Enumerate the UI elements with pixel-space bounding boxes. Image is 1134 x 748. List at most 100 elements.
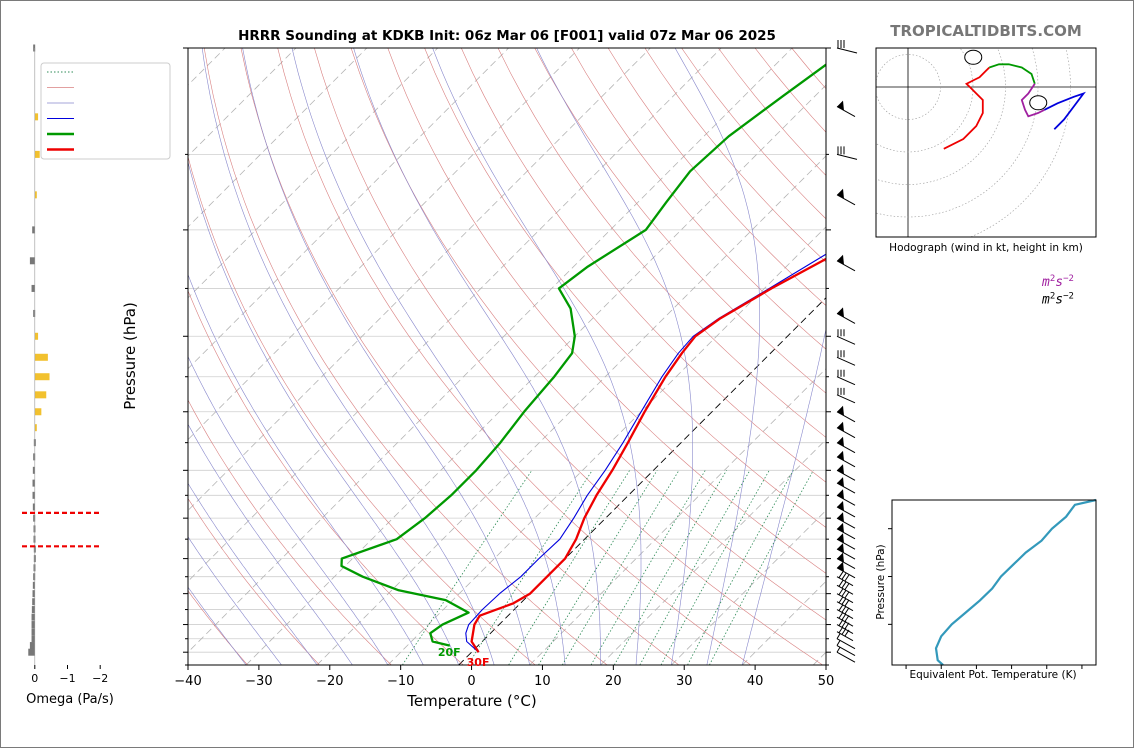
wind-barbs [836,40,858,663]
wind-barb-feather [838,611,844,619]
temperature-tick-label: 40 [747,674,764,689]
omega-bar [32,598,35,606]
isotherm [387,226,826,665]
pseudoadiabat [536,48,694,665]
dry-adiabat [350,48,826,621]
wind-barb-staff [836,616,854,627]
omega-tick-label: −2 [92,672,108,685]
wind-barb-staff [836,47,858,54]
theta-e-frame [891,499,1097,666]
dry-adiabat [188,590,248,665]
wind-barb-staff [836,376,856,386]
wind-barb-staff [836,313,856,324]
hodograph-ring [876,54,941,120]
isotherm [671,509,826,665]
pseudoadiabat [188,160,460,665]
figure-title: HRRR Sounding at KDKB Init: 06z Mar 06 [… [238,28,776,44]
omega-tick-label: −1 [59,672,75,685]
temperature-tick-label: −30 [245,674,272,689]
omega-bar [32,503,35,511]
omega-bar [28,648,35,656]
isotherm [188,48,509,370]
dry-adiabat [188,290,464,665]
pseudoadiabat [188,423,353,665]
pseudoadiabat [188,536,282,665]
hodograph-ring [969,48,1071,237]
temperature-tick-label: −40 [174,674,201,689]
omega-bar [31,635,35,643]
wind-barb-pennant [837,533,844,544]
omega-bar [31,628,35,636]
mixing-ratio-line [660,470,770,665]
pseudoadiabat [432,48,642,665]
wind-barb-pennant [837,254,844,265]
wind-barb-feather [841,620,847,628]
dewpoint-line [340,63,826,647]
wind-barb-feather [838,619,844,626]
dry-adiabat [607,48,826,306]
mixing-ratio-line [561,470,680,665]
wind-barb-pennant [837,543,844,554]
mixing-ratio-line [687,470,794,665]
wind-barb-feather [844,622,850,630]
storm-motion-marker [964,49,983,65]
omega-bar [29,257,35,265]
temperature-tick-label: 20 [605,674,622,689]
mixing-ratio-line [402,470,533,665]
pseudoadiabat [242,48,530,665]
isotherm [529,368,826,665]
omega-bar [34,332,39,340]
theta-e-line [934,498,1097,666]
isotherm [188,48,368,228]
omega-bar [34,353,48,361]
wind-barb-feather [838,571,844,578]
hodograph-trace [943,49,1086,150]
wind-barb-feather [844,599,850,607]
omega-bar [32,226,35,234]
sounding-indices: m2s−2 m2s−2 [1041,274,1074,308]
omega-bar [33,564,36,572]
dry-adiabat [644,48,826,263]
pseudoadiabat [674,48,761,665]
hodograph-segment [943,66,990,150]
pressure-axis-label: Pressure (hPa) [121,302,139,410]
wind-barb-pennant [837,307,844,318]
wind-barb-staff [836,194,856,206]
wind-barb-feather [838,596,844,603]
wind-barb-feather [836,646,841,653]
dry-adiabat [461,48,826,483]
dry-adiabat [497,48,826,438]
wind-barb-feather [844,607,850,615]
isotherm [742,580,826,665]
dry-adiabat [203,48,608,665]
wind-barb-feather [841,589,847,597]
hodograph-rings [876,48,1096,237]
isotherm [188,48,793,653]
wind-barb-pennant [837,188,844,199]
wind-barb-pennant [837,100,844,111]
index-unit: m2s−2 [1041,292,1074,308]
isotherm [188,48,722,582]
wind-barb-feather [841,628,847,635]
wind-barb-pennant [837,477,844,488]
wind-barb-staff [836,609,854,619]
wind-barb-pennant [837,464,844,475]
hodograph-segment [1020,83,1045,118]
omega-bar [32,491,35,499]
dry-adiabat [188,399,392,665]
wind-barb-feather [841,573,847,580]
omega-bar [29,642,35,650]
hodograph-ring [876,48,1039,218]
wind-barb-feather [838,626,844,634]
hodograph-segment [1044,91,1086,130]
pseudoadiabat [201,48,495,665]
mixing-ratio-line [538,470,658,665]
wind-barb-feather [838,604,844,611]
wind-barb-feather [844,574,850,582]
skewt-axes: −40 −30 −20 −10 0 10 20 30 40 50 [174,47,835,689]
temperature-tick-label: 50 [818,674,835,689]
mixing-ratio-line [709,470,814,665]
surface-dewpoint-label: 20F [438,646,461,659]
wind-barb-pennant [837,512,844,523]
